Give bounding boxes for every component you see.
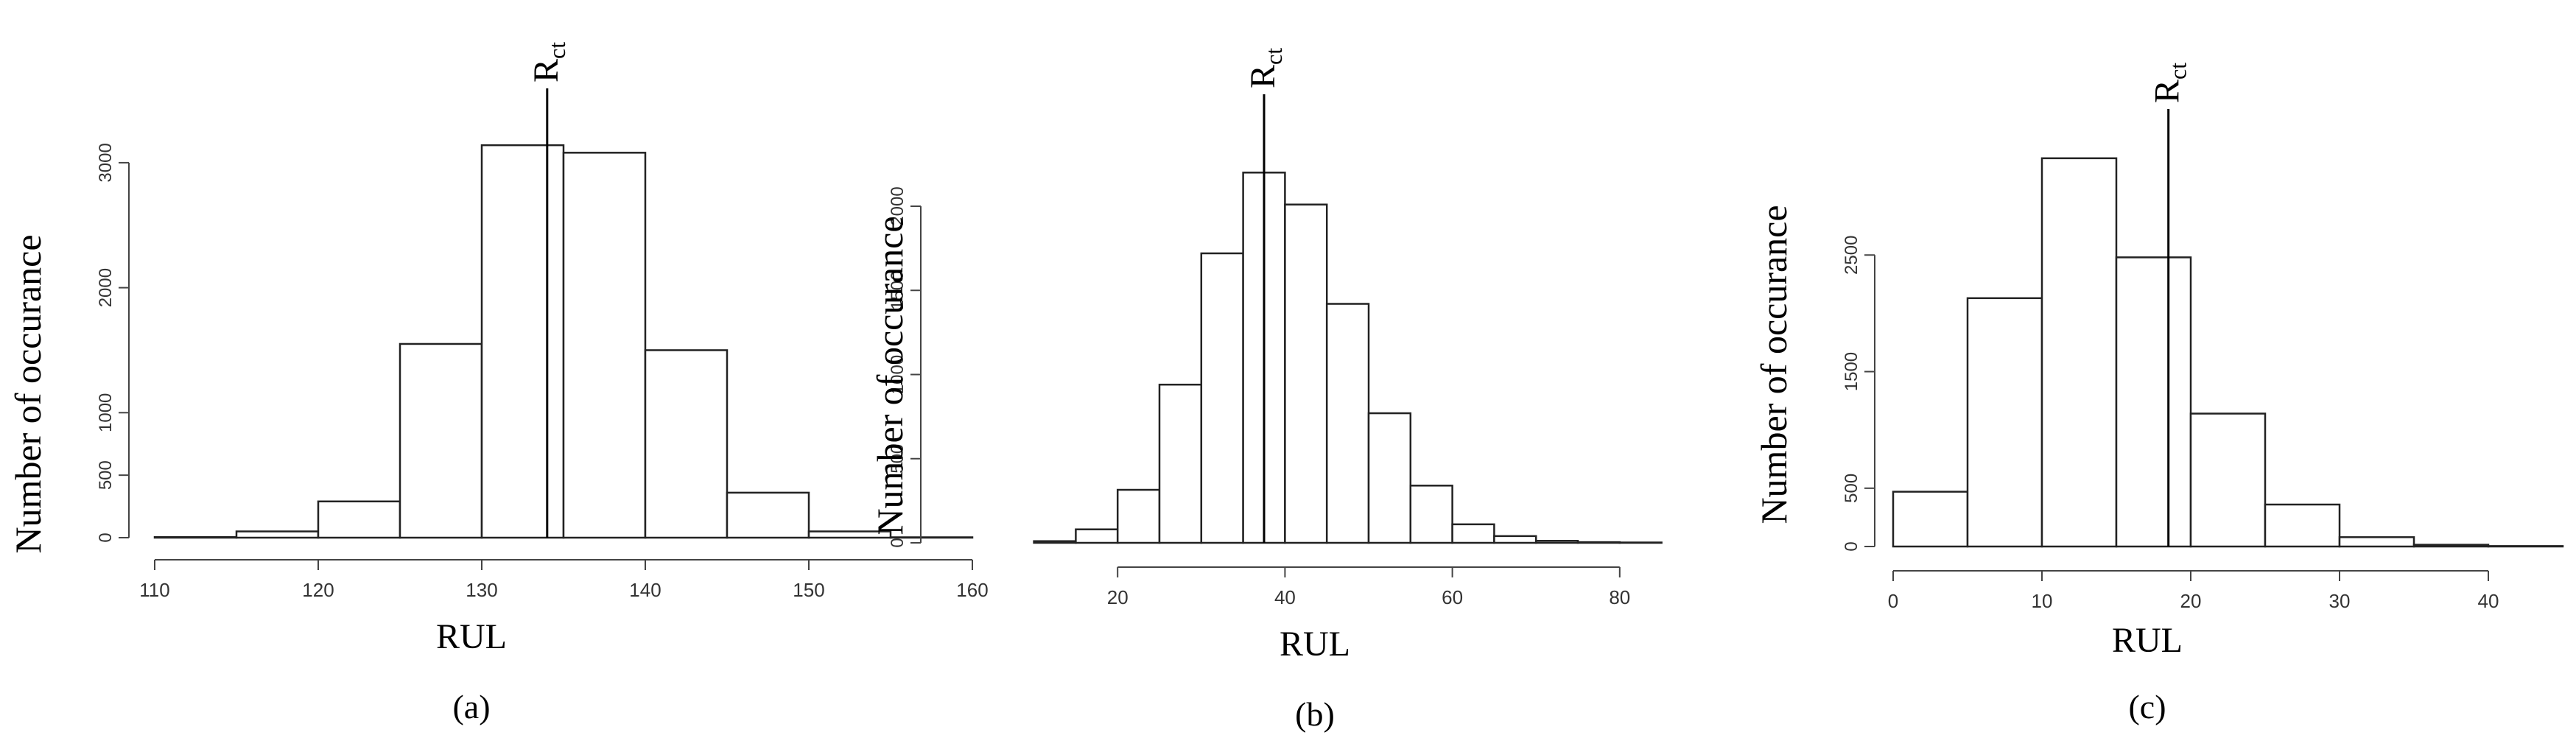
histogram-bar xyxy=(1576,541,1621,544)
histogram-bar xyxy=(1966,297,2043,548)
histogram-bar xyxy=(480,144,565,539)
y-tick-label: 0 xyxy=(96,533,116,542)
x-tick-label: 20 xyxy=(1107,586,1129,608)
y-tick-label: 2500 xyxy=(1842,236,1861,275)
histogram-bar xyxy=(2412,544,2490,548)
histogram-bar xyxy=(1284,203,1328,544)
panel-label: (a) xyxy=(452,688,490,725)
x-tick-label: 40 xyxy=(1274,586,1296,608)
x-tick-label: 30 xyxy=(2329,590,2351,612)
histogram-bar xyxy=(2115,256,2192,548)
histogram-bar xyxy=(726,491,810,539)
y-tick-label: 1500 xyxy=(1842,352,1861,391)
rct-marker-label-main: R xyxy=(2148,80,2187,103)
x-tick-label: 130 xyxy=(466,579,497,601)
rct-marker-label-subscript: ct xyxy=(1260,48,1287,65)
y-tick-label: 500 xyxy=(96,460,116,490)
y-tick-label: 0 xyxy=(1842,541,1861,551)
rct-marker-label-subscript: ct xyxy=(544,42,570,59)
histogram-bar xyxy=(644,349,729,539)
y-tick-label: 500 xyxy=(888,444,908,474)
histogram-bar xyxy=(2040,157,2118,548)
x-tick-label: 0 xyxy=(1888,590,1898,612)
panel-label: (c) xyxy=(2128,688,2166,725)
rct-marker-label-main: R xyxy=(1243,65,1282,88)
y-tick-label: 0 xyxy=(888,538,908,547)
histogram-bar xyxy=(1200,252,1244,544)
histogram-bar xyxy=(1534,540,1579,544)
x-axis-title: RUL xyxy=(2112,621,2183,660)
panel-label: (b) xyxy=(1295,695,1335,733)
x-tick-label: 140 xyxy=(629,579,661,601)
histogram-bar xyxy=(807,530,892,539)
histogram-bar xyxy=(153,535,238,539)
y-axis-title: Number of occurance xyxy=(7,234,49,553)
x-tick-label: 40 xyxy=(2478,590,2499,612)
histogram-bar xyxy=(1493,535,1537,544)
histogram-bar xyxy=(2189,412,2267,548)
y-axis-title: Number of occurance xyxy=(869,216,910,535)
x-tick-label: 150 xyxy=(793,579,824,601)
histogram-bar xyxy=(2264,503,2341,548)
rct-marker-label-subscript: ct xyxy=(2165,63,2191,80)
histogram-bar xyxy=(1409,485,1453,544)
histogram-bar xyxy=(1033,540,1077,544)
histogram-bar xyxy=(1892,491,1969,548)
y-tick-label: 1500 xyxy=(888,271,908,310)
x-tick-label: 80 xyxy=(1609,586,1630,608)
x-tick-label: 110 xyxy=(139,579,169,601)
histogram-bar xyxy=(317,500,401,539)
histogram-bar xyxy=(1367,412,1412,544)
histogram-bar xyxy=(1116,488,1161,544)
histogram-bar xyxy=(399,342,483,539)
rct-marker-label: Rct xyxy=(2148,63,2191,103)
histogram-panel-a: Rct 110 120 130 140 150 160 0 500 1000 2000 3000 Num… xyxy=(7,42,989,725)
histogram-bar xyxy=(1325,303,1370,544)
histogram-bar xyxy=(1451,523,1495,544)
y-axis-title: Number of occurance xyxy=(1753,205,1794,524)
histogram-bar xyxy=(235,530,320,539)
y-tick-label: 2000 xyxy=(888,186,908,225)
rct-marker-label-main: R xyxy=(527,59,566,82)
y-tick-label: 500 xyxy=(1842,474,1861,503)
y-tick-label: 2000 xyxy=(96,268,116,307)
x-axis-title: RUL xyxy=(1280,625,1350,664)
x-tick-label: 120 xyxy=(302,579,334,601)
x-tick-label: 160 xyxy=(956,579,988,601)
y-tick-label: 1000 xyxy=(888,355,908,394)
x-tick-label: 20 xyxy=(2180,590,2202,612)
histogram-bar xyxy=(1158,383,1203,544)
x-axis-title: RUL xyxy=(436,617,507,656)
x-tick-label: 60 xyxy=(1442,586,1463,608)
histogram-bar xyxy=(1075,528,1119,544)
x-tick-label: 10 xyxy=(2032,590,2053,612)
histogram-bar xyxy=(2487,545,2564,548)
y-tick-label: 1000 xyxy=(96,393,116,432)
rct-marker-label: Rct xyxy=(1243,48,1287,88)
histogram-panel-c: Rct 0 10 20 30 40 0 500 1500 2500 Number of occura… xyxy=(1753,63,2564,725)
histogram-bar xyxy=(2338,536,2415,548)
rct-marker-label: Rct xyxy=(527,42,570,82)
y-tick-label: 3000 xyxy=(96,143,116,182)
histogram-bar xyxy=(562,152,647,539)
histogram-bar xyxy=(889,536,974,539)
